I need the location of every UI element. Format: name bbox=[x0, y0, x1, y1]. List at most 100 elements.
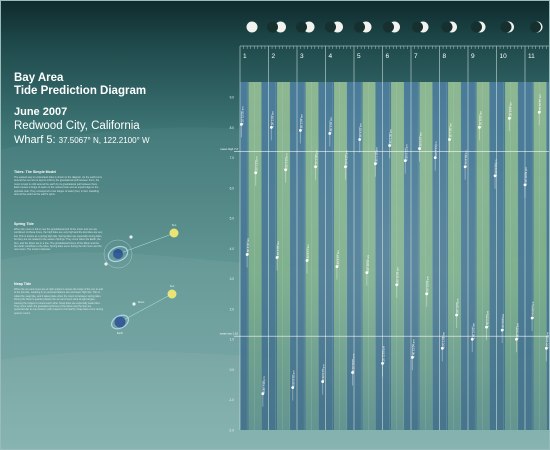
tide-point bbox=[335, 265, 339, 268]
tide-point bbox=[500, 328, 504, 332]
tide-point bbox=[305, 259, 309, 262]
tide-point bbox=[328, 132, 332, 135]
day-tick-label: 3 bbox=[300, 53, 304, 60]
sun-label: Sun bbox=[170, 285, 175, 288]
day-tick-label: 4 bbox=[329, 53, 333, 60]
tide-value-label: -0.40 9:07 pm bbox=[322, 364, 326, 382]
tide-point bbox=[537, 110, 541, 114]
title-line-2: Tide Prediction Diagram bbox=[14, 85, 147, 97]
tide-points: 8.10 12:05 am 8.00 1:06 am 7.90 2:04 am 7.8… bbox=[240, 94, 549, 407]
moon-shadow bbox=[354, 21, 365, 33]
tide-value-label: 8.50 10:07 am bbox=[538, 94, 542, 113]
moon-phase-icon bbox=[246, 21, 258, 33]
moon-orbit bbox=[103, 239, 133, 269]
tide-value-label: 2.50 12:09 pm bbox=[426, 275, 430, 294]
tide-point bbox=[418, 147, 421, 150]
tide-value-label: -0.80 7:06 pm bbox=[262, 376, 266, 394]
coords-label: 37.5067° N, 122.2100° W bbox=[58, 136, 150, 145]
section-body: When the sun and moon are at right angle… bbox=[14, 288, 104, 315]
sun-icon bbox=[167, 289, 177, 299]
tide-point bbox=[425, 292, 429, 296]
tide-point bbox=[299, 129, 302, 132]
section-heading: Neap Tide bbox=[14, 282, 32, 286]
moon-shadow bbox=[441, 21, 453, 33]
y-tick-label: 7.0 bbox=[230, 156, 235, 160]
moon-phase-row bbox=[246, 21, 543, 33]
day-tick-label: 9 bbox=[471, 53, 475, 60]
tide-value-label: 6.70 8:04 pm bbox=[464, 150, 468, 167]
section-body: When the moon is full or new the gravita… bbox=[14, 228, 103, 252]
y-tick-label: -2.0 bbox=[229, 429, 235, 433]
section-heading: Spring Tide bbox=[14, 222, 34, 226]
tide-value-label: -0.60 8:02 pm bbox=[292, 370, 296, 388]
tide-point bbox=[403, 159, 407, 163]
day-tick-label: 7 bbox=[414, 53, 418, 60]
section-body: The easiest way to understand tides is s… bbox=[14, 176, 102, 197]
tide-value-label: 7.60 7:00 am bbox=[448, 122, 452, 139]
tide-value-label: 8.10 12:05 am bbox=[240, 106, 244, 125]
tide-value-label: 7.30 6:07 am bbox=[419, 132, 423, 149]
tide-point bbox=[411, 355, 414, 359]
reference-label: mean high 7.2 bbox=[220, 147, 238, 151]
moon-shadow bbox=[412, 21, 423, 33]
moon-phase-icon bbox=[275, 21, 286, 33]
tide-point bbox=[440, 346, 444, 350]
reference-lines: mean high 7.2 mean low 1.10 bbox=[220, 147, 550, 337]
tide-value-label: 2.80 11:06 am bbox=[396, 266, 400, 284]
y-tick-label: 9.0 bbox=[230, 96, 235, 100]
moon-icon bbox=[132, 302, 136, 306]
wharf-label: Wharf 5: bbox=[14, 134, 56, 146]
day-tick-label: 2 bbox=[272, 53, 276, 60]
tide-value-label: 0.70 4:08 pm bbox=[545, 331, 549, 348]
section-spring-tide: Spring Tide When the moon is full or new… bbox=[14, 222, 104, 252]
tide-point bbox=[388, 144, 392, 147]
tide-point bbox=[478, 125, 481, 129]
earth-icon bbox=[113, 249, 123, 259]
y-tick-label: 6.0 bbox=[230, 186, 235, 190]
moon-shadow bbox=[383, 21, 394, 33]
tide-point bbox=[493, 174, 497, 178]
city-label: Redwood City, California bbox=[14, 120, 140, 132]
tide-value-label: 3.80 6:10 am bbox=[246, 237, 250, 254]
y-tick-label: 2.0 bbox=[230, 307, 235, 311]
tide-point bbox=[275, 256, 279, 259]
band-glow bbox=[240, 82, 550, 430]
day-tick-label: 6 bbox=[386, 53, 390, 60]
moon-icon bbox=[104, 262, 108, 266]
tide-point bbox=[261, 392, 265, 396]
tide-point bbox=[344, 165, 347, 169]
tide-point bbox=[523, 183, 527, 187]
tide-value-label: 3.60 8:11 am bbox=[306, 244, 310, 261]
tide-point bbox=[463, 165, 467, 169]
sun-label: Sun bbox=[172, 224, 177, 227]
day-tick-label: 10 bbox=[500, 53, 508, 60]
tide-point bbox=[470, 337, 474, 341]
tide-value-label: 6.50 1:12 pm bbox=[255, 156, 259, 173]
moon-shadow bbox=[530, 21, 541, 33]
tide-value-label: 8.00 8:06 am bbox=[478, 110, 482, 127]
tide-value-label: 0.20 11:09 pm bbox=[382, 345, 386, 363]
tide-value-label: 7.40 5:08 am bbox=[389, 129, 393, 146]
title-line-1: Bay Area bbox=[14, 72, 64, 84]
tide-value-label: 6.10 10:09 pm bbox=[524, 166, 528, 185]
tide-value-label: 1.40 2:10 pm bbox=[486, 310, 490, 327]
tide-value-label: 1.30 3:06 am bbox=[501, 313, 505, 330]
info-panel: Bay Area Tide Prediction Diagram June 20… bbox=[0, 0, 238, 450]
tide-value-label: 0.40 12:04 am bbox=[411, 339, 415, 358]
month-label: June 2007 bbox=[14, 106, 68, 118]
moon-shadow bbox=[325, 21, 336, 33]
moon-shadow bbox=[471, 21, 482, 33]
y-tick-label: 1.0 bbox=[230, 338, 235, 342]
tide-value-label: 8.30 9:04 am bbox=[508, 101, 512, 118]
tide-value-label: 1.70 4:03 am bbox=[531, 301, 535, 318]
section-heading: Tides: The Simple Model bbox=[14, 170, 57, 174]
y-tick-label: 3.0 bbox=[230, 277, 235, 281]
section-simple-model: Tides: The Simple Model The easiest way … bbox=[14, 170, 104, 196]
tide-point bbox=[433, 156, 437, 160]
tidal-bulge-icon bbox=[110, 314, 130, 330]
tide-value-label: 3.40 9:07 am bbox=[336, 250, 340, 267]
moon-shadow bbox=[500, 21, 512, 33]
tide-point bbox=[358, 138, 362, 141]
